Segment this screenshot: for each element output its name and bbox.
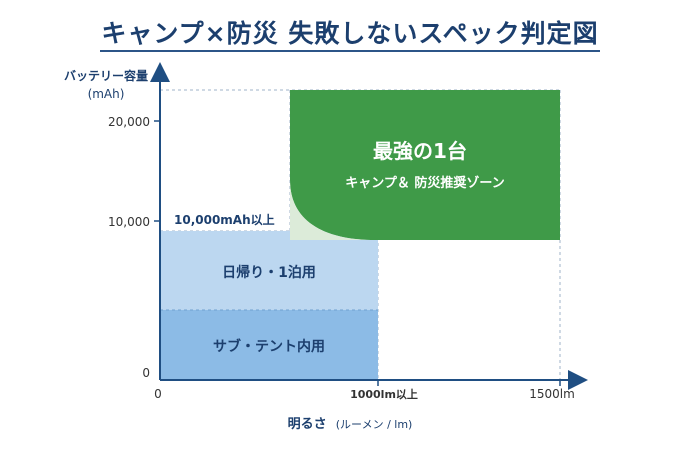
- best-zone: [290, 90, 560, 240]
- best-zone-subtitle: キャンプ＆ 防災推奨ゾーン: [345, 175, 505, 191]
- day-trip-zone: [160, 231, 378, 310]
- y-tick-label-10000: 10,000: [108, 215, 150, 229]
- y-axis-label-line1: バッテリー容量: [64, 68, 148, 83]
- page-title: キャンプ×防災 失敗しないスペック判定図: [101, 19, 599, 48]
- y-tick-label-20000: 20,000: [108, 115, 150, 129]
- y-tick-label-0: 0: [142, 366, 150, 380]
- x-axis-label: 明るさ (ルーメン / lm): [288, 413, 413, 432]
- x-tick-label-0: 0: [154, 387, 162, 401]
- sub-tent-zone: [160, 310, 378, 380]
- x-tick-label-1500: 1500lm: [529, 387, 575, 401]
- title-underline: [100, 50, 600, 52]
- best-zone-title: 最強の1台: [373, 139, 467, 163]
- threshold-label: 10,000mAh以上: [174, 212, 275, 227]
- best-zone-fade: [290, 180, 375, 240]
- x-tick-label-1000: 1000lm以上: [350, 387, 418, 401]
- y-axis-label-line2: (mAh): [88, 87, 125, 101]
- day-trip-label: 日帰り・1泊用: [222, 264, 316, 281]
- sub-tent-label: サブ・テント内用: [213, 338, 325, 355]
